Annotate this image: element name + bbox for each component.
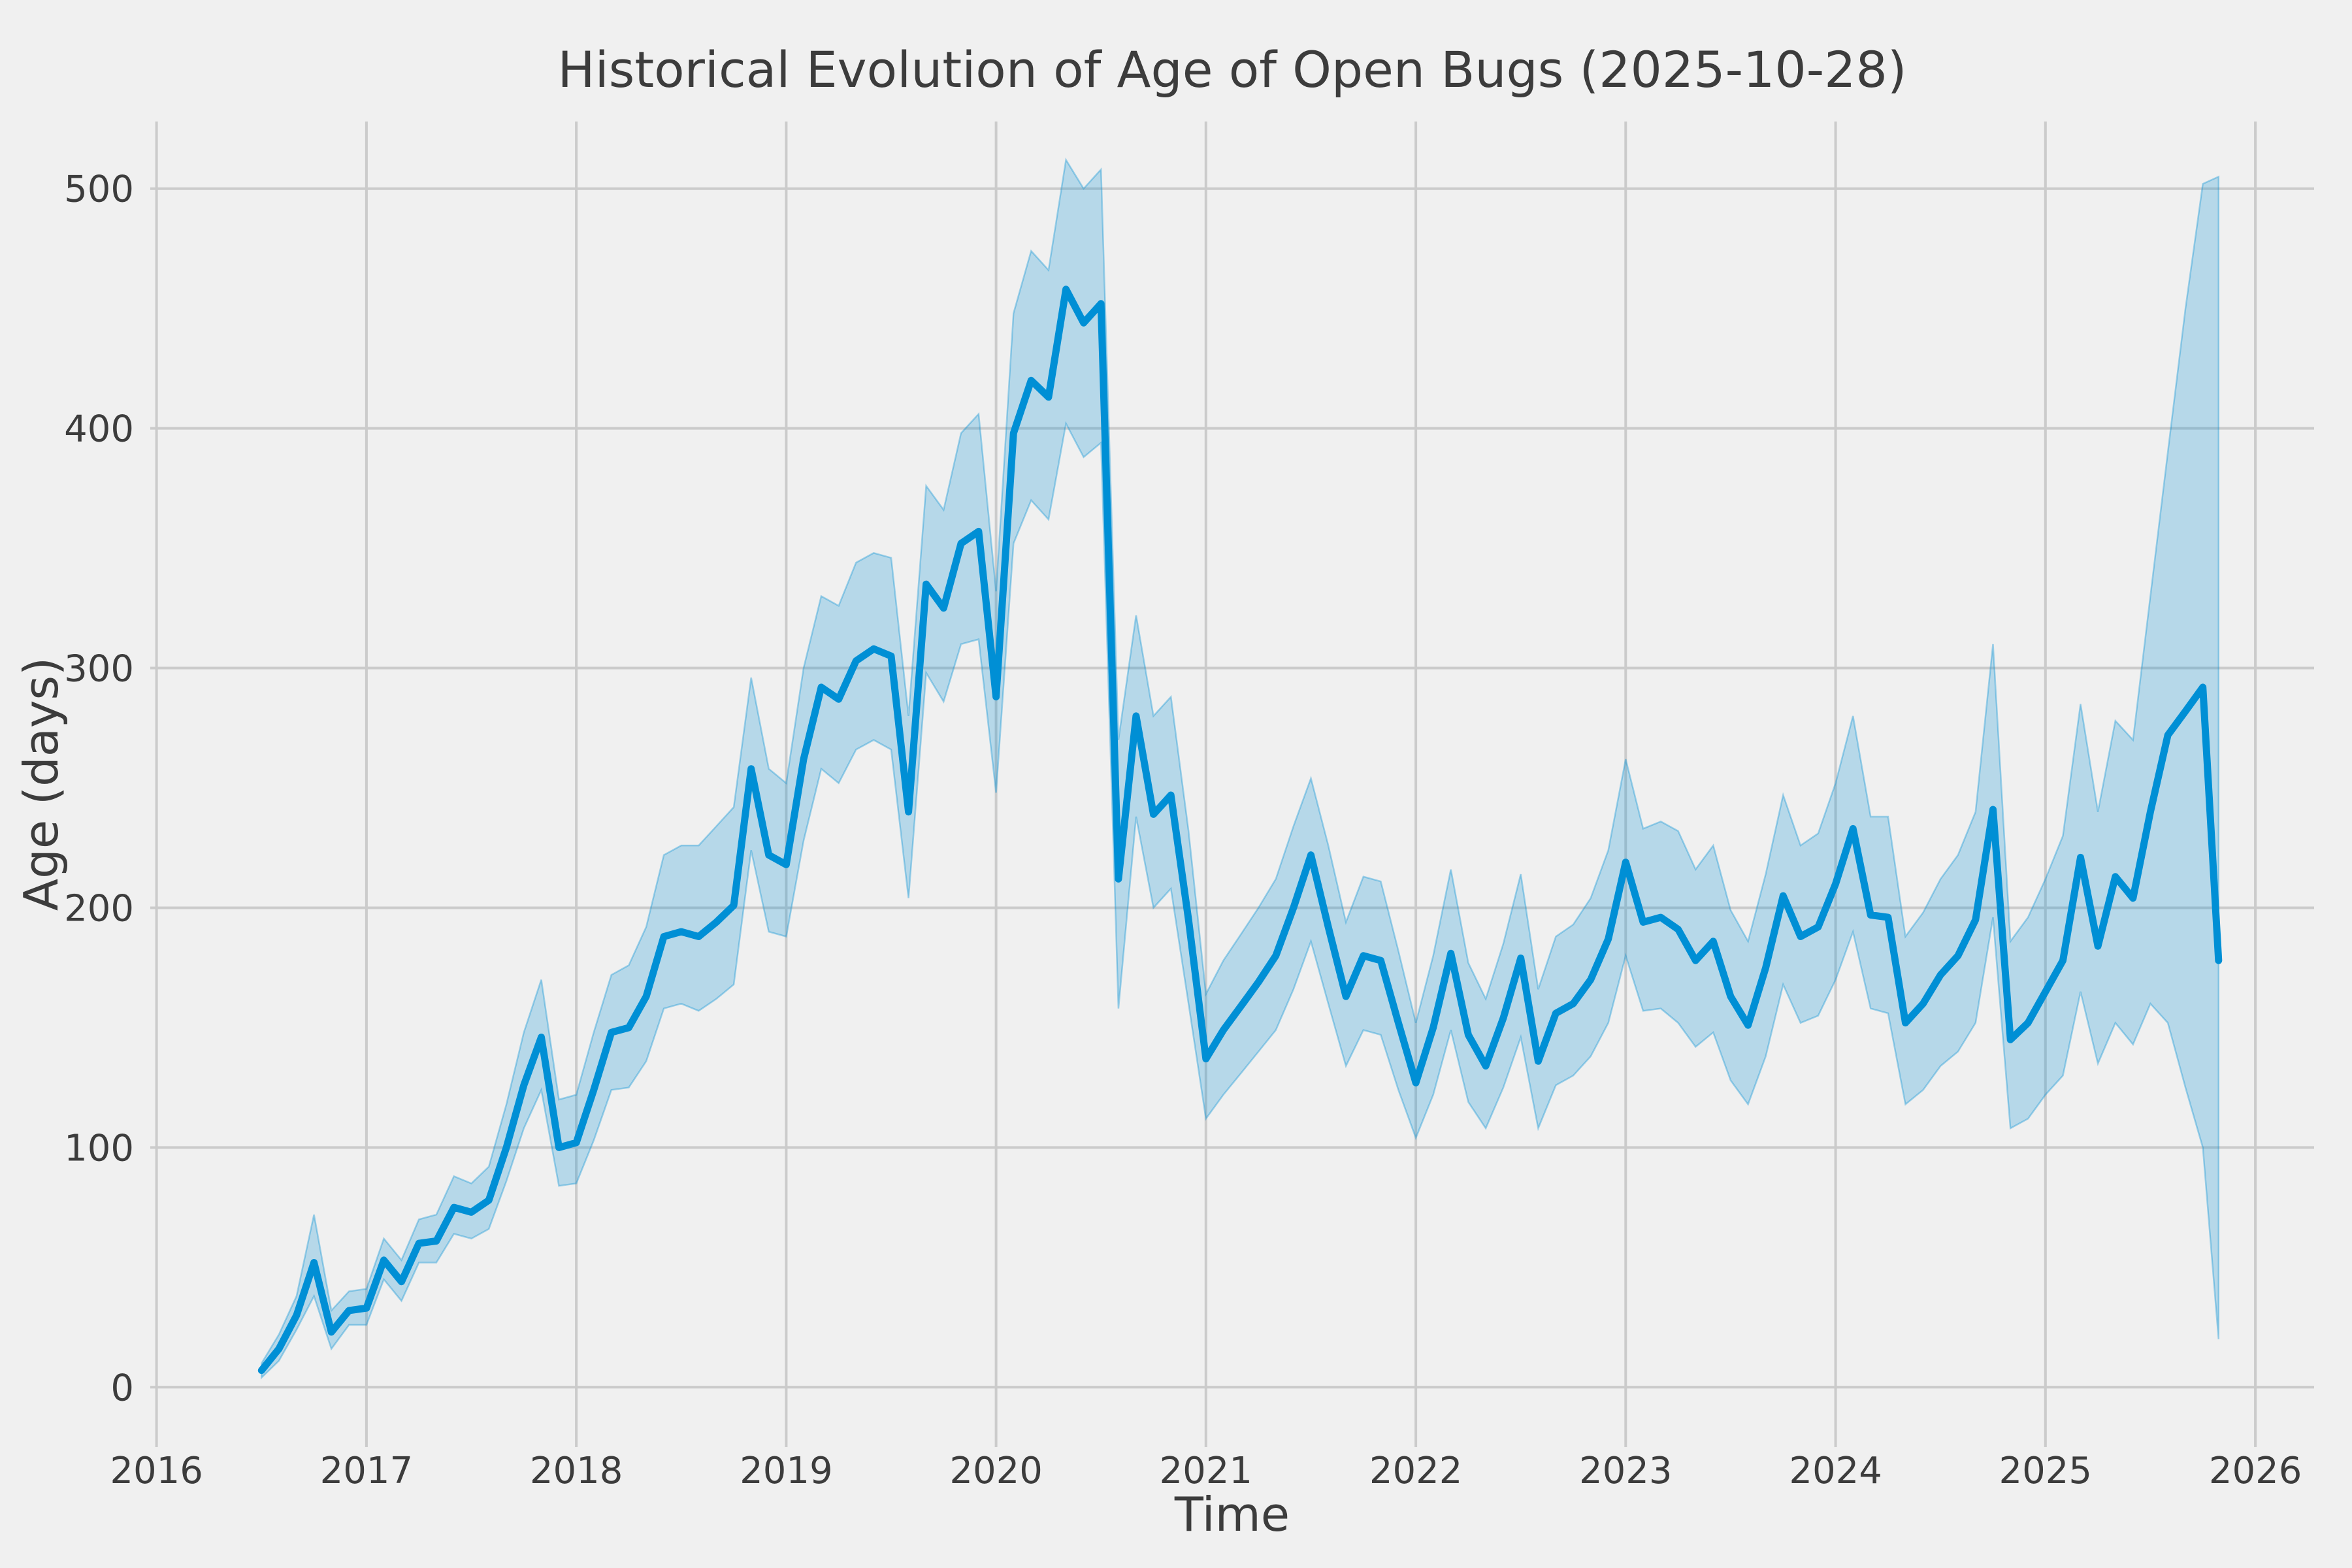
y-tick-label: 400	[64, 408, 134, 451]
x-tick-label: 2016	[110, 1450, 203, 1492]
confidence-band-area	[261, 157, 2220, 1380]
x-tick-label: 2022	[1369, 1450, 1463, 1492]
y-tick-labels: 0 100 200 300 400 500	[64, 169, 134, 1410]
confidence-band	[261, 157, 2220, 1380]
x-tick-labels: 2016 2017 2018 2019 2020 2021 2022 2023 2024 2025…	[110, 1450, 2302, 1492]
x-tick-label: 2026	[2209, 1450, 2302, 1492]
x-tick-label: 2020	[949, 1450, 1043, 1492]
x-tick-label: 2021	[1160, 1450, 1253, 1492]
y-tick-label: 0	[110, 1367, 134, 1409]
chart-title: Historical Evolution of Age of Open Bugs…	[557, 41, 1906, 99]
y-tick-label: 500	[64, 169, 134, 211]
y-tick-label: 100	[64, 1127, 134, 1169]
mean-line	[257, 286, 2223, 1375]
mean-age-line	[257, 286, 2223, 1375]
x-tick-label: 2018	[530, 1450, 623, 1492]
x-axis-label: Time	[1174, 1487, 1290, 1542]
x-tick-label: 2024	[1789, 1450, 1882, 1492]
y-tick-label: 200	[64, 888, 134, 930]
y-tick-label: 300	[64, 648, 134, 691]
y-axis-label: Age (days)	[14, 657, 69, 911]
gridlines	[150, 122, 2314, 1447]
x-tick-label: 2019	[740, 1450, 833, 1492]
x-tick-label: 2023	[1579, 1450, 1673, 1492]
x-tick-label: 2025	[1999, 1450, 2093, 1492]
x-tick-label: 2017	[320, 1450, 414, 1492]
